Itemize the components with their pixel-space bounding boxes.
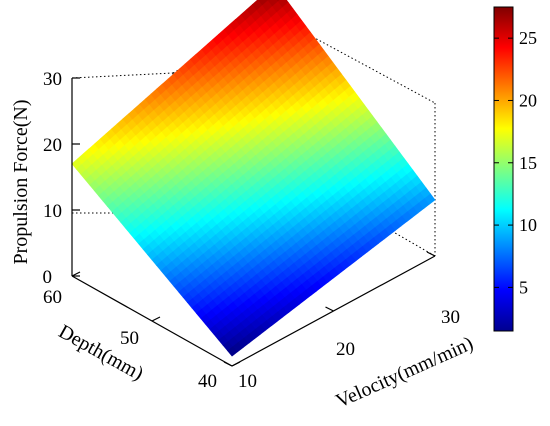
surface-mesh	[72, 0, 435, 356]
z-tick-label: 20	[43, 135, 62, 156]
depth-tick-label: 50	[120, 328, 139, 349]
depth-tick-mark	[152, 317, 160, 321]
z-tick-labels: 0 10 20 30	[43, 69, 63, 288]
z-tick-label: 30	[43, 69, 62, 90]
colorbar-tick-label: 25	[519, 28, 537, 48]
colorbar-gradient	[494, 7, 513, 331]
depth-tick-label: 40	[198, 371, 217, 392]
colorbar-tick-label: 5	[519, 277, 528, 297]
z-axis-label: Propulsion Force(N)	[10, 100, 32, 265]
z-tick-label: 10	[43, 201, 62, 222]
colorbar-tick-label: 10	[519, 215, 537, 235]
velocity-tick-mark	[326, 307, 334, 311]
z-tick-label: 0	[43, 267, 53, 288]
velocity-tick-mark	[427, 252, 435, 256]
colorbar-tick-label: 20	[519, 90, 537, 110]
velocity-tick-label: 10	[238, 371, 257, 392]
colorbar-tick-label: 15	[519, 153, 537, 173]
depth-tick-mark	[232, 362, 240, 366]
velocity-tick-mark	[224, 362, 232, 366]
colorbar: 5 10 15 20 25	[494, 7, 537, 331]
velocity-tick-label: 30	[441, 307, 460, 328]
velocity-tick-label: 20	[336, 339, 355, 360]
depth-tick-label: 60	[43, 287, 62, 308]
